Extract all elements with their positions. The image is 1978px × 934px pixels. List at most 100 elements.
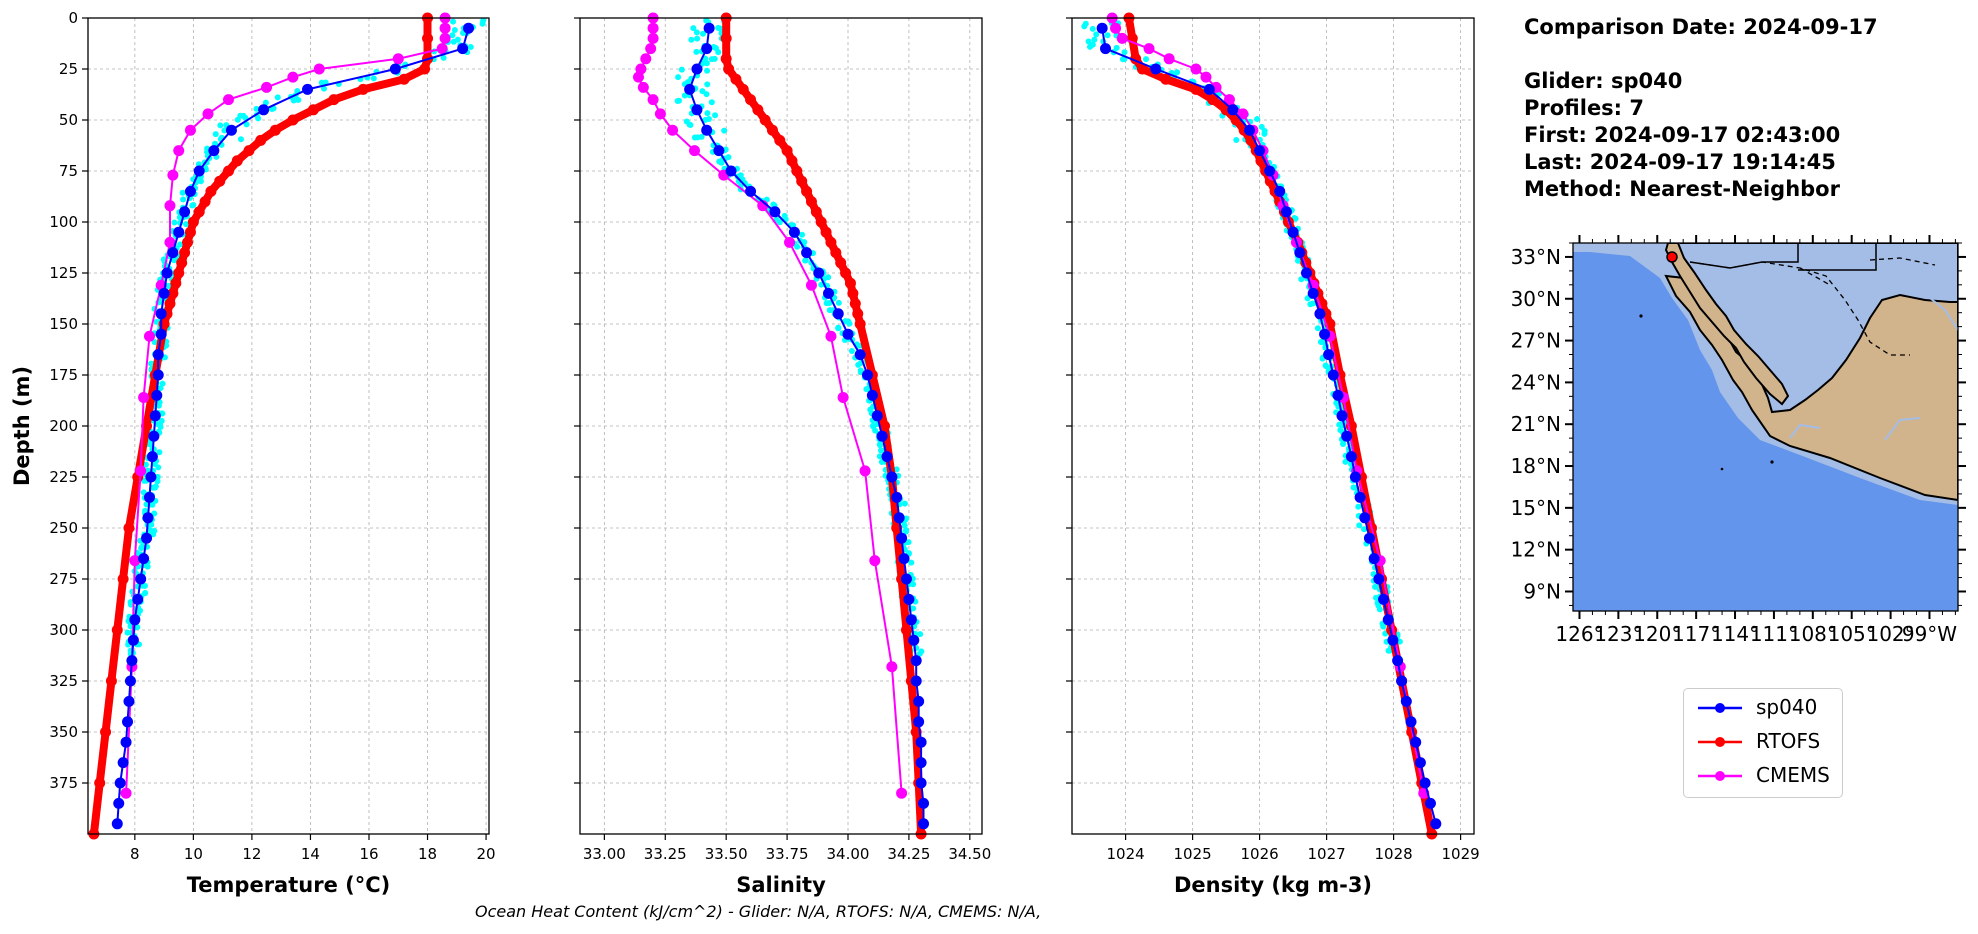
cmems-point: [173, 145, 185, 157]
comparison-info: Comparison Date: 2024-09-17 Glider: sp04…: [1524, 14, 1878, 203]
sp040-point: [861, 369, 873, 381]
location-map: 33°N30°N27°N24°N21°N18°N15°N12°N9°N126°1…: [1511, 235, 1966, 646]
rtofs-point: [243, 145, 255, 157]
sp040-point: [1332, 389, 1344, 401]
raw-glider-point: [1298, 276, 1305, 283]
rtofs-point: [849, 298, 861, 310]
sp040-point: [886, 471, 898, 483]
legend-item-sp040: sp040: [1692, 693, 1838, 723]
density-grid: [1072, 17, 1474, 834]
rtofs-point: [835, 257, 847, 269]
sp040-point: [876, 430, 888, 442]
raw-glider-point: [1322, 362, 1329, 369]
map-baja-california: [1664, 243, 1790, 406]
y-tick-label: 125: [49, 264, 78, 282]
x-tick-label: 10: [184, 845, 203, 863]
cmems-point: [647, 94, 659, 106]
sp040-point: [691, 63, 703, 75]
last-profile-time: Last: 2024-09-17 19:14:45: [1524, 150, 1836, 174]
cmems-point: [392, 53, 404, 65]
raw-glider-point: [1143, 56, 1150, 63]
raw-glider-point: [1337, 427, 1344, 434]
sp040-point: [703, 22, 715, 34]
rtofs-point: [287, 114, 299, 126]
x-tick-label: 33.75: [766, 845, 809, 863]
rtofs-point: [419, 63, 431, 75]
raw-glider-point: [799, 231, 806, 238]
y-tick-label: 275: [49, 570, 78, 588]
raw-glider-point: [127, 601, 134, 608]
sp040-point: [898, 553, 910, 565]
rtofs-point: [815, 216, 827, 228]
cmems-point: [654, 108, 666, 120]
rtofs-point: [786, 155, 798, 167]
sp040-point: [1254, 145, 1266, 157]
sp040-point: [1336, 410, 1348, 422]
rtofs-point: [900, 624, 912, 636]
sp040-point: [1414, 757, 1426, 769]
legend-label: CMEMS: [1756, 763, 1830, 787]
cmems-point: [439, 32, 451, 44]
raw-glider-point: [702, 55, 709, 62]
sp040-point: [225, 124, 237, 136]
density-ticks: 1024 1025 1026 1027 1028 1029: [1066, 17, 1480, 863]
rtofs-point: [752, 104, 764, 116]
raw-glider-point: [725, 154, 732, 161]
raw-glider-point: [693, 48, 700, 55]
raw-glider-point: [467, 43, 474, 50]
raw-glider-point: [694, 35, 701, 42]
density-series: [1096, 12, 1442, 840]
y-tick-label: 150: [49, 315, 78, 333]
salinity-xlabel: Salinity: [736, 873, 826, 897]
rtofs-point: [255, 134, 267, 146]
sp040-point: [158, 287, 170, 299]
sp040-point: [1280, 206, 1292, 218]
raw-glider-point: [1342, 458, 1349, 465]
raw-glider-point: [152, 484, 159, 491]
rtofs-point: [820, 226, 832, 238]
cmems-point: [439, 22, 451, 34]
map-lat-label: 33°N: [1511, 245, 1561, 269]
map-island: [1639, 314, 1643, 318]
x-tick-label: 16: [359, 845, 378, 863]
map-ticks: 33°N30°N27°N24°N21°N18°N15°N12°N9°N126°1…: [1511, 235, 1966, 646]
cmems-point: [645, 43, 657, 55]
rtofs-point: [269, 124, 281, 136]
sp040-point: [1405, 716, 1417, 728]
interpolation-method: Method: Nearest-Neighbor: [1524, 177, 1840, 201]
cmems-point: [222, 94, 234, 106]
raw-glider-point: [480, 17, 487, 24]
sp040-point: [745, 185, 757, 197]
y-tick-label: 175: [49, 366, 78, 384]
map-lat-label: 21°N: [1511, 412, 1561, 436]
salinity-grid: [580, 17, 982, 834]
raw-glider-point: [1361, 526, 1368, 533]
raw-glider-point: [253, 105, 260, 112]
sp040-point: [142, 512, 154, 524]
x-tick-label: 1026: [1241, 845, 1279, 863]
cmems-point: [164, 200, 176, 212]
sp040-point: [842, 328, 854, 340]
cmems-point: [436, 43, 448, 55]
raw-glider-point: [1372, 594, 1379, 601]
sp040-point: [893, 512, 905, 524]
sp040-point: [1327, 369, 1339, 381]
raw-glider-point: [451, 26, 458, 33]
sp040-point: [1264, 165, 1276, 177]
raw-glider-point: [148, 360, 155, 367]
map-lon-label: 123°: [1594, 622, 1642, 646]
raw-glider-point: [1093, 31, 1100, 38]
salinity-ticks: 33.00 33.25 33.50 33.75 34.00 34.25 34.50: [574, 17, 991, 863]
cmems-point: [859, 465, 871, 477]
sp040-point: [832, 308, 844, 320]
raw-glider-point: [864, 385, 871, 392]
first-profile-time: First: 2024-09-17 02:43:00: [1524, 123, 1841, 147]
raw-glider-point: [802, 257, 809, 264]
raw-glider-point: [1233, 137, 1240, 144]
raw-glider-point: [157, 385, 164, 392]
raw-glider-point: [1309, 300, 1316, 307]
map-frame: [1572, 242, 1959, 612]
y-tick-label: 325: [49, 672, 78, 690]
rtofs-point: [222, 165, 234, 177]
